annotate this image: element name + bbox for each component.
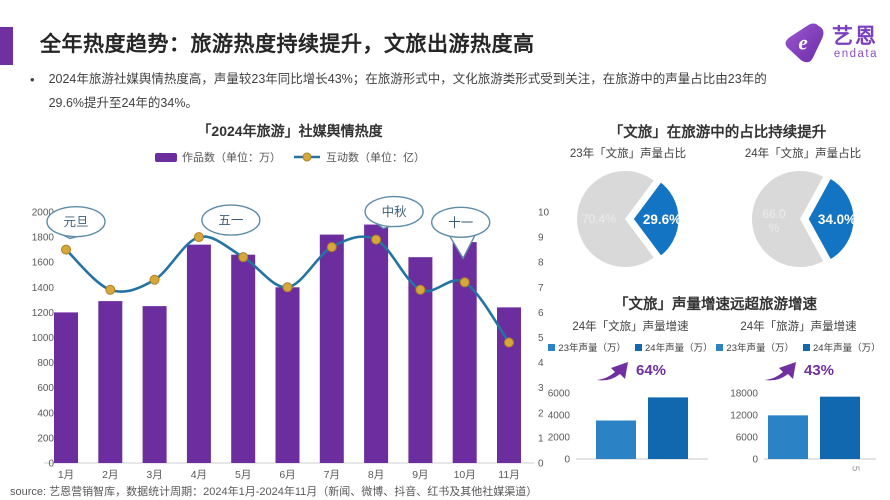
legend-label-24: 24年声量（万） (645, 343, 713, 354)
svg-text:1200: 1200 (32, 308, 55, 319)
svg-text:中秋: 中秋 (382, 204, 408, 219)
svg-text:10: 10 (538, 208, 550, 219)
svg-text:6000: 6000 (736, 433, 759, 444)
legend-label-23: 23年声量（万） (726, 343, 794, 354)
main-chart-legend: 作品数（单位：万） 互动数（单位：亿） (60, 149, 520, 165)
page-title: 全年热度趋势：旅游热度持续提升，文旅出游热度高 (40, 33, 535, 56)
growth-lvyou-legend: 23年声量（万） 24年声量（万） (716, 340, 881, 354)
growth-bars-lvyou: 0 6000 12000 18000 (730, 389, 876, 466)
svg-text:6: 6 (538, 308, 544, 319)
svg-text:2: 2 (538, 408, 544, 419)
line-legend-swatch (294, 152, 320, 162)
main-combo-chart: 0 200 400 600 800 1000 1200 1400 1600 1800 2000 0 1 2… (32, 195, 550, 481)
svg-text:0: 0 (538, 459, 544, 470)
svg-text:8月: 8月 (368, 469, 384, 481)
svg-text:800: 800 (37, 358, 54, 369)
line-legend-label: 互动数（单位：亿） (326, 152, 425, 164)
growth-wenlv-legend: 23年声量（万） 24年声量（万） (548, 340, 713, 354)
svg-text:4月: 4月 (191, 469, 207, 481)
svg-text:5: 5 (538, 333, 544, 344)
growth-chart-wenlv: 24年「文旅」声量增速 23年声量（万） 24年声量（万） 64% 0 2000 4… (548, 318, 713, 478)
svg-text:2000: 2000 (32, 208, 55, 219)
svg-text:11月: 11月 (498, 469, 519, 481)
growth-pct-wenlv: 64% (635, 361, 667, 379)
svg-text:66.0%: 66.0% (762, 207, 786, 235)
legend-item-bar: 作品数（单位：万） (155, 149, 281, 165)
svg-text:6000: 6000 (548, 389, 570, 400)
svg-text:7月: 7月 (324, 469, 340, 481)
title-accent-bar (0, 27, 13, 65)
svg-text:8: 8 (538, 258, 544, 269)
svg-text:9月: 9月 (412, 469, 428, 481)
svg-text:7: 7 (538, 283, 544, 294)
legend-label-24: 24年声量（万） (813, 343, 881, 354)
svg-text:9: 9 (538, 233, 544, 244)
endata-logo: e 艺恩 endata (781, 20, 878, 66)
legend-swatch-24 (803, 343, 810, 351)
svg-text:12000: 12000 (730, 411, 758, 422)
legend-swatch-23 (716, 343, 724, 351)
svg-text:e: e (798, 31, 807, 55)
legend-item-line: 互动数（单位：亿） (293, 149, 425, 165)
growth-lvyou-subtitle: 24年「旅游」声量增速 (740, 321, 857, 333)
legend-swatch-24 (635, 343, 642, 351)
svg-text:2000: 2000 (548, 433, 570, 444)
svg-text:1600: 1600 (32, 258, 55, 269)
svg-text:18000: 18000 (730, 389, 758, 400)
svg-text:6月: 6月 (279, 469, 295, 481)
pie-24-subtitle: 24年「文旅」声量占比 (744, 148, 862, 160)
page-number: 5 (849, 465, 861, 472)
svg-text:1400: 1400 (32, 283, 55, 294)
svg-text:1月: 1月 (58, 469, 74, 481)
source-note: source: 艺恩营销智库，数据统计周期：2024年1月-2024年11月（新… (10, 486, 538, 498)
svg-text:0: 0 (48, 459, 54, 470)
svg-text:3月: 3月 (146, 469, 162, 481)
pie-chart-23: 70.4% 29.6% (577, 171, 682, 267)
growth-arrow-icon (596, 362, 628, 381)
svg-text:4000: 4000 (548, 411, 570, 422)
growth-chart-lvyou: 24年「旅游」声量增速 23年声量（万） 24年声量（万） 43% 0 6000 1… (716, 318, 881, 478)
svg-text:29.6%: 29.6% (643, 212, 681, 227)
endata-logo-icon: e (785, 23, 824, 63)
bar-legend-swatch (155, 152, 177, 162)
pie-23-subtitle: 23年「文旅」声量占比 (569, 148, 687, 160)
growth-bars-wenlv: 0 2000 4000 6000 (548, 389, 708, 466)
bullet-dot: • (30, 72, 35, 87)
svg-text:70.4%: 70.4% (582, 212, 616, 226)
svg-text:元旦: 元旦 (63, 215, 88, 229)
svg-text:1: 1 (538, 433, 544, 444)
svg-text:五一: 五一 (218, 214, 243, 228)
growth-section-title: 「文旅」声量增速远超旅游增速 (614, 297, 817, 313)
pies-section-title: 「文旅」在旅游中的占比持续提升 (608, 125, 827, 141)
growth-arrow-icon (764, 362, 796, 381)
svg-text:600: 600 (37, 383, 54, 394)
svg-text:4: 4 (538, 358, 544, 369)
svg-text:2月: 2月 (102, 469, 118, 481)
summary-text: 2024年旅游社媒舆情热度高，声量较23年同比增长43%；在旅游形式中，文化旅游… (48, 72, 767, 111)
legend-label-23: 23年声量（万） (558, 343, 626, 354)
svg-text:200: 200 (37, 433, 54, 444)
svg-text:1800: 1800 (32, 233, 55, 244)
growth-wenlv-subtitle: 24年「文旅」声量增速 (572, 321, 689, 333)
legend-swatch-23 (548, 343, 556, 351)
main-chart-title: 「2024年旅游」社媒舆情热度 (197, 123, 383, 139)
svg-text:0: 0 (564, 455, 570, 466)
svg-text:34.0%: 34.0% (818, 212, 856, 227)
svg-text:十一: 十一 (448, 216, 473, 230)
svg-text:1000: 1000 (32, 333, 55, 344)
summary-bullet: • 2024年旅游社媒舆情热度高，声量较23年同比增长43%；在旅游形式中，文化… (30, 67, 770, 116)
growth-pct-lvyou: 43% (803, 361, 835, 379)
svg-text:10月: 10月 (454, 469, 476, 481)
svg-text:3: 3 (538, 383, 544, 394)
svg-text:400: 400 (37, 408, 54, 419)
logo-name: 艺恩 (832, 24, 878, 48)
logo-sub: endata (833, 47, 878, 60)
bar-legend-label: 作品数（单位：万） (182, 152, 281, 164)
pie-chart-24: 66.0 % 34.0% (752, 171, 857, 267)
svg-text:5月: 5月 (235, 469, 251, 481)
svg-text:0: 0 (752, 455, 758, 466)
